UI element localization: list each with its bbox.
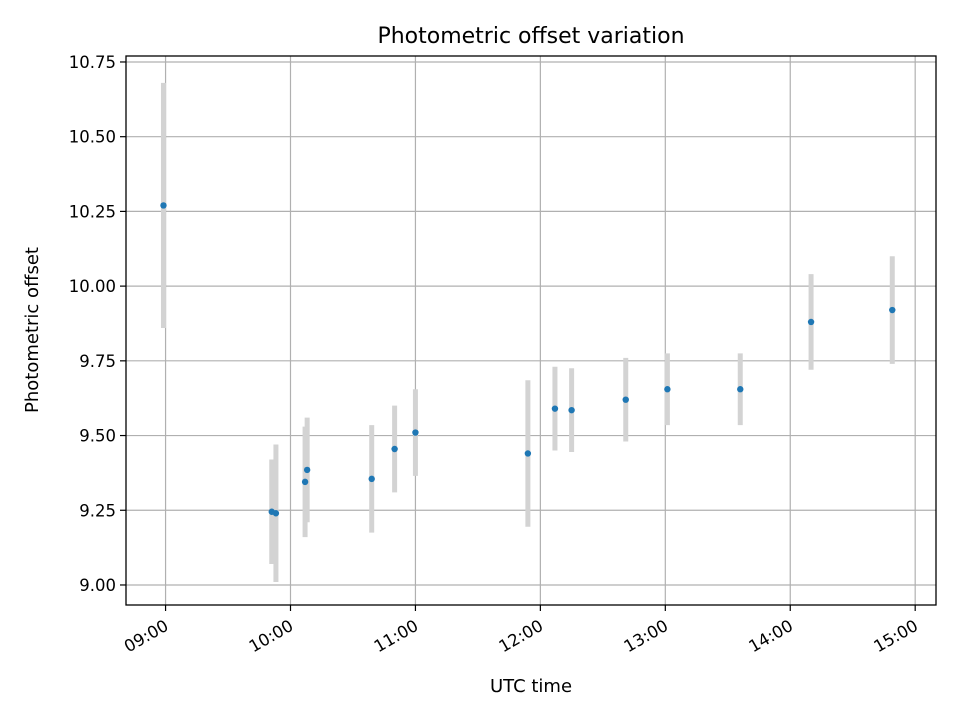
data-point [412,429,419,436]
y-tick-label: 10.75 [69,53,116,72]
chart-title: Photometric offset variation [377,24,684,49]
data-points [160,202,896,517]
data-point [889,306,896,314]
data-point [568,406,575,414]
y-tick-label: 10.50 [69,128,116,147]
y-axis-label: Photometric offset [22,247,43,413]
y-tick-label: 10.00 [69,277,116,296]
data-point [272,510,280,517]
data-point [524,450,532,457]
y-tick-label: 9.25 [79,501,116,520]
y-tick-label: 10.25 [69,202,116,221]
y-tick-label: 9.75 [79,352,116,371]
data-point [160,202,167,209]
data-point [807,318,815,326]
data-point [664,386,671,393]
y-tick-label: 9.00 [79,576,116,595]
data-point [301,478,309,486]
data-point [391,445,398,453]
data-point [737,386,744,393]
data-point [303,466,311,474]
plot-frame [125,55,937,606]
y-tick-label: 9.50 [79,427,116,446]
grid [126,56,936,605]
y-axis-ticks: 9.00 9.25 9.50 9.75 10.00 10.25 10.50 10.75 [69,53,126,595]
data-point [622,396,629,403]
data-point [551,405,559,412]
x-axis-label: UTC time [490,676,572,697]
data-point [368,475,375,483]
